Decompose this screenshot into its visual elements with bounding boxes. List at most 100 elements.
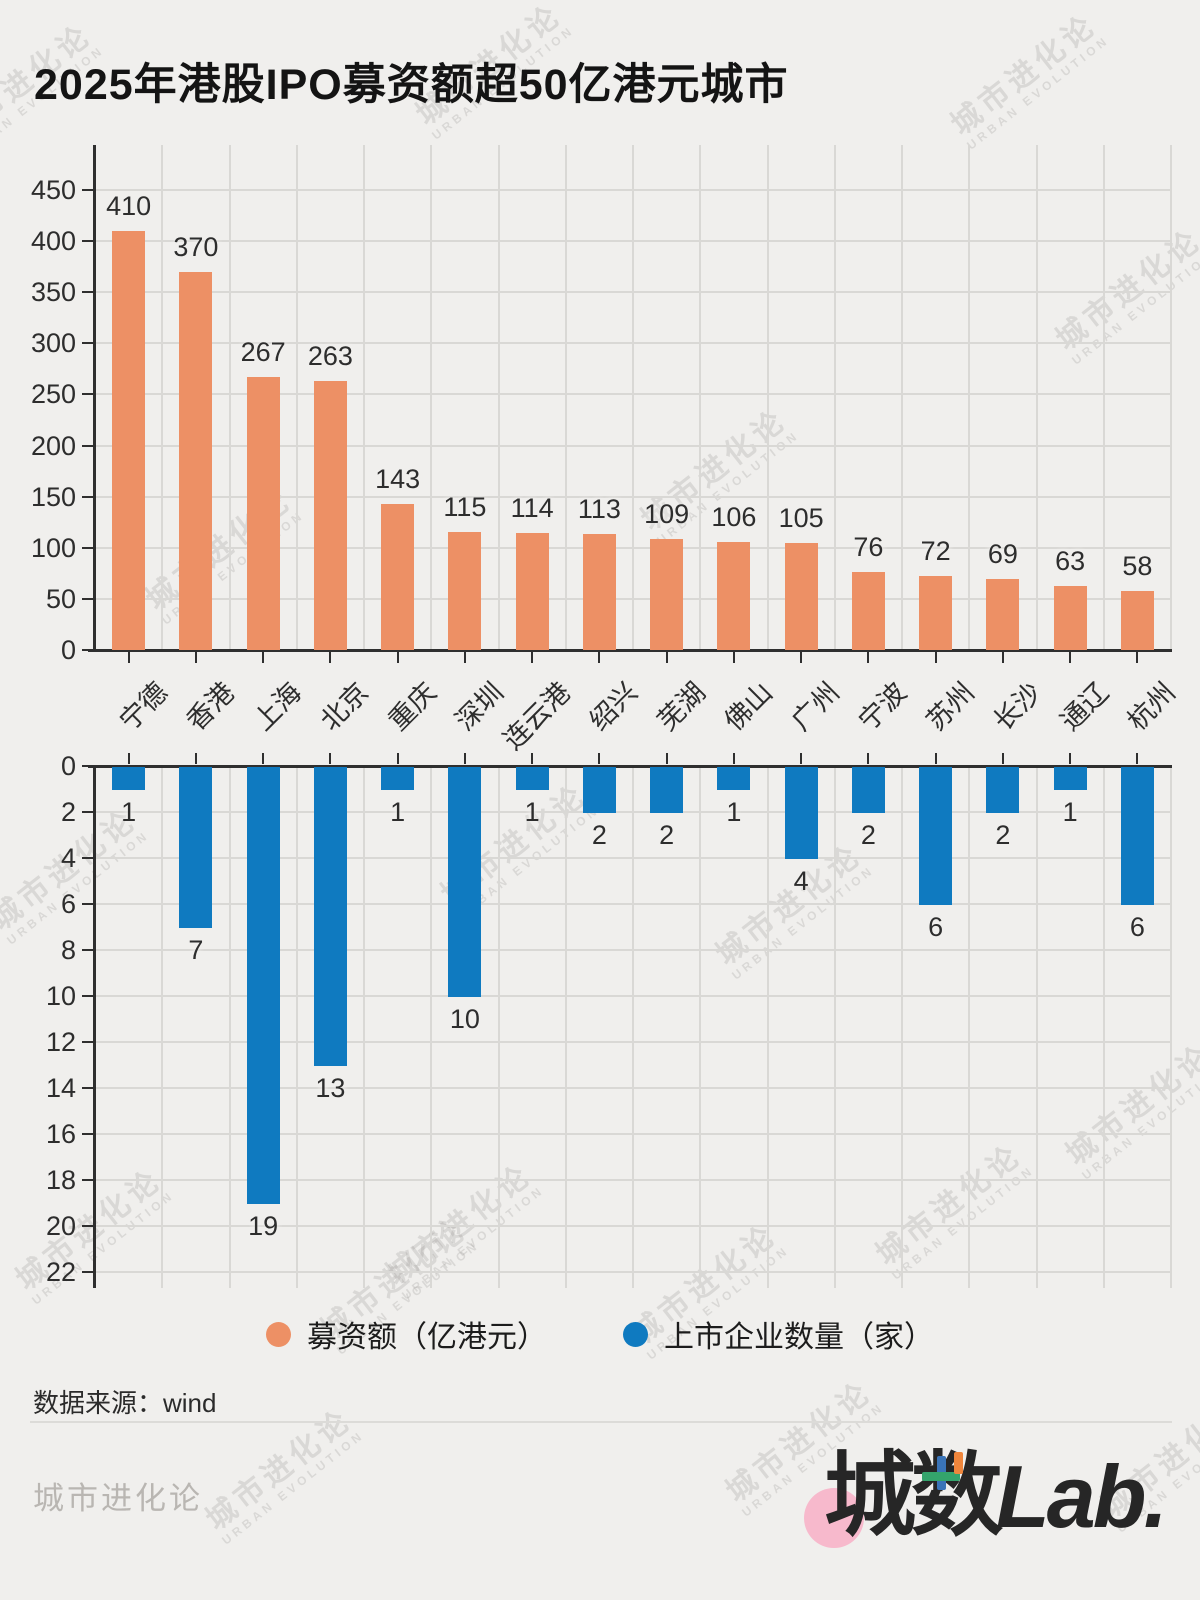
x-axis-label: 上海 [247, 676, 308, 737]
x-axis-label: 长沙 [987, 676, 1048, 737]
x-axis-tick [732, 753, 735, 764]
bar-company-count [112, 767, 146, 790]
x-axis-label: 重庆 [382, 676, 442, 737]
x-axis-tick [396, 753, 399, 764]
bar-value-label: 69 [987, 539, 1018, 570]
x-axis-label: 芜湖 [651, 676, 711, 737]
y-axis-tick [82, 1225, 95, 1227]
gridline-h [95, 811, 1171, 813]
gridline-v [1035, 766, 1038, 1288]
y-axis-label: 6 [60, 889, 76, 919]
gridline-h [95, 393, 1171, 396]
legend-item-companies: 上市企业数量（家） [623, 1312, 934, 1356]
gridline-h [95, 1179, 1171, 1181]
x-axis-tick [194, 753, 197, 764]
y-axis-tick [82, 291, 95, 294]
logo-accent-orange-icon [954, 1452, 963, 1474]
y-axis-label: 20 [45, 1211, 76, 1241]
x-axis-tick [531, 652, 534, 663]
logo-text-latin: Lab. [996, 1447, 1168, 1546]
y-axis-label: 0 [60, 635, 76, 665]
y-axis-label: 200 [30, 430, 76, 461]
gridline-v [632, 766, 634, 1288]
x-axis-tick [665, 652, 668, 663]
y-axis-tick [82, 949, 95, 951]
bar-fundraising [515, 533, 549, 650]
bar-fundraising [717, 541, 751, 650]
bar-value-label: 109 [644, 498, 690, 529]
x-axis-tick [396, 652, 399, 663]
x-axis-label: 佛山 [718, 676, 779, 737]
bar-value-label: 2 [591, 820, 607, 850]
brand-name: 城市进化论 [33, 1481, 203, 1516]
gridline-h [95, 546, 1171, 549]
gridline-h [95, 1271, 1171, 1273]
bar-company-count [179, 767, 213, 928]
x-axis-tick [598, 652, 601, 663]
x-axis-tick [1136, 753, 1139, 764]
x-axis-tick [463, 652, 466, 663]
chart-legend: 募资额（亿港元） 上市企业数量（家） [0, 1312, 1200, 1356]
y-axis-label: 18 [45, 1165, 76, 1195]
y-axis-tick [82, 546, 95, 549]
gridline-v [968, 145, 971, 650]
gridline-v [766, 766, 769, 1288]
bar-company-count [851, 767, 885, 813]
x-axis-label: 宁波 [853, 676, 913, 737]
x-axis-label: 苏州 [920, 676, 980, 737]
y-axis-tick [82, 903, 95, 905]
y-axis-label: 4 [60, 843, 76, 873]
x-axis-tick [665, 753, 668, 764]
gridline-v [228, 766, 231, 1288]
gridline-h [95, 1133, 1171, 1135]
gridline-h [95, 995, 1171, 997]
bar-company-count [784, 767, 818, 859]
y-axis-tick [82, 444, 95, 447]
logo-pink-circle-icon [804, 1488, 864, 1548]
legend-dot-blue-icon [623, 1321, 648, 1347]
x-axis-tick [127, 753, 130, 764]
gridline-h [95, 857, 1171, 859]
gridline-v [497, 766, 500, 1288]
y-axis-tick [82, 1041, 95, 1043]
x-axis-tick [1136, 652, 1139, 663]
gridline-v [1102, 145, 1105, 650]
page-title: 2025年港股IPO募资额超50亿港元城市 [34, 61, 789, 109]
y-axis-label: 400 [30, 226, 76, 257]
x-axis-tick [194, 652, 197, 663]
legend-item-fundraising: 募资额（亿港元） [266, 1312, 547, 1356]
gridline-v [1035, 145, 1038, 650]
gridline-h [95, 1087, 1171, 1089]
bar-fundraising [112, 230, 146, 650]
gridline-v [766, 145, 769, 650]
y-axis-label: 16 [45, 1119, 76, 1149]
gridline-h [95, 1225, 1171, 1227]
legend-label-companies: 上市企业数量（家） [664, 1321, 934, 1354]
bar-value-label: 2 [860, 820, 876, 850]
bar-company-count [986, 767, 1020, 813]
bar-value-label: 113 [577, 494, 621, 525]
gridline-h [95, 903, 1171, 905]
x-axis-tick [598, 753, 601, 764]
x-axis-tick [1001, 652, 1004, 663]
gridline-h [95, 1041, 1171, 1043]
x-axis-label: 北京 [315, 676, 375, 737]
bar-value-label: 106 [711, 501, 757, 532]
bar-value-label: 1 [726, 797, 742, 827]
bar-value-label: 72 [920, 536, 951, 567]
bar-company-count [448, 767, 482, 997]
y-axis-tick [82, 240, 95, 243]
bar-company-count [919, 767, 953, 905]
bar-company-count [582, 767, 616, 813]
gridline-v [228, 145, 231, 650]
gridline-v [430, 145, 433, 650]
x-axis-label: 广州 [785, 676, 846, 737]
x-axis-tick [867, 753, 870, 764]
y-axis-tick [82, 393, 95, 396]
gridline-h [95, 444, 1171, 447]
y-axis-label: 2 [60, 797, 76, 827]
gridline-v [564, 766, 567, 1288]
y-axis-tick [82, 1133, 95, 1135]
bar-company-count [313, 767, 347, 1066]
